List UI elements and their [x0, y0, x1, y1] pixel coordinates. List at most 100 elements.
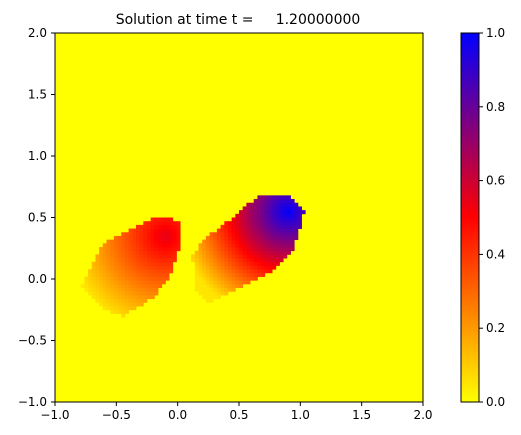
heatmap-cell: [283, 206, 288, 211]
heatmap-cell: [235, 247, 240, 252]
heatmap-cell: [224, 239, 229, 244]
heatmap-cell: [154, 261, 159, 266]
heatmap-cells: [80, 195, 306, 318]
heatmap-cell: [113, 306, 118, 311]
heatmap-cell: [216, 228, 221, 233]
heatmap-cell: [135, 235, 141, 241]
heatmap-cell: [294, 224, 299, 229]
chart-title: Solution at time t = 1.20000000: [116, 12, 361, 28]
heatmap-cell: [279, 202, 284, 207]
heatmap-cell: [290, 235, 295, 241]
heatmap-cell: [220, 287, 225, 292]
heatmap-cell: [246, 213, 251, 218]
heatmap-cell: [275, 239, 280, 244]
colorbar-gradient: [460, 32, 480, 403]
heatmap-cell: [150, 269, 155, 274]
heatmap-cell: [147, 294, 152, 300]
heatmap-cell: [191, 254, 196, 259]
heatmap-cell: [205, 258, 210, 263]
heatmap-cell: [294, 221, 299, 226]
heatmap-cell: [113, 269, 118, 274]
heatmap-cell: [143, 239, 148, 244]
heatmap-cell: [220, 254, 225, 259]
heatmap-cell: [161, 232, 166, 237]
heatmap-cell: [261, 224, 266, 229]
heatmap-cell: [128, 250, 133, 255]
heatmap-cell: [272, 261, 277, 266]
heatmap-cell: [106, 298, 111, 303]
heatmap-cell: [261, 213, 266, 218]
heatmap-cell: [290, 221, 295, 226]
heatmap-cell: [110, 294, 115, 300]
heatmap-cell: [198, 261, 203, 266]
heatmap-cell: [279, 221, 284, 226]
heatmap-cell: [128, 302, 133, 307]
heatmap-cell: [209, 250, 214, 255]
heatmap-cell: [246, 269, 251, 274]
heatmap-cell: [91, 265, 96, 270]
heatmap-cell: [172, 250, 177, 255]
heatmap-cell: [279, 228, 284, 233]
heatmap-cell: [95, 276, 100, 281]
heatmap-cell: [150, 280, 155, 285]
heatmap-cell: [172, 228, 177, 233]
heatmap-cell: [154, 283, 159, 289]
heatmap-cell: [143, 287, 148, 292]
heatmap-cell: [176, 239, 181, 244]
heatmap-cell: [268, 210, 273, 215]
heatmap-cell: [198, 247, 203, 252]
heatmap-cell: [135, 276, 141, 281]
heatmap-cell: [135, 298, 141, 303]
heatmap-cell: [242, 210, 247, 215]
heatmap-cell: [124, 287, 129, 292]
heatmap-cell: [202, 258, 207, 263]
heatmap-cell: [227, 254, 233, 259]
heatmap-cell: [158, 254, 163, 259]
heatmap-cell: [88, 291, 93, 296]
heatmap-cell: [264, 269, 269, 274]
heatmap-cell: [261, 254, 266, 259]
heatmap-cell: [235, 265, 240, 270]
x-tick-label: 1.0: [291, 408, 310, 422]
heatmap-cell: [150, 258, 155, 263]
heatmap-cell: [154, 239, 159, 244]
heatmap-cell: [272, 235, 277, 241]
heatmap-cell: [165, 254, 170, 259]
heatmap-cell: [169, 239, 174, 244]
heatmap-cell: [124, 258, 129, 263]
heatmap-cell: [121, 294, 126, 300]
heatmap-cell: [227, 261, 233, 266]
heatmap-cell: [290, 232, 295, 237]
heatmap-cell: [158, 265, 163, 270]
heatmap-cell: [165, 269, 170, 274]
heatmap-cell: [99, 291, 104, 296]
heatmap-cell: [106, 254, 111, 259]
heatmap-cell: [220, 265, 225, 270]
heatmap-cell: [253, 228, 258, 233]
heatmap-cell: [176, 228, 181, 233]
heatmap-cell: [250, 276, 255, 281]
heatmap-cell: [231, 221, 236, 226]
colorbar-tick-label: 0.0: [486, 395, 505, 409]
heatmap-cell: [242, 254, 247, 259]
heatmap-cell: [158, 232, 163, 237]
heatmap-cell: [132, 283, 137, 289]
heatmap-cell: [242, 213, 247, 218]
heatmap-cell: [253, 221, 258, 226]
heatmap-cell: [286, 210, 291, 215]
heatmap-cell: [113, 302, 118, 307]
heatmap-cell: [224, 243, 229, 248]
heatmap-cell: [128, 235, 133, 241]
heatmap-cell: [264, 232, 269, 237]
heatmap-cell: [124, 265, 129, 270]
heatmap-cell: [275, 261, 280, 266]
heatmap-cell: [176, 221, 181, 226]
heatmap-cell: [194, 261, 199, 266]
heatmap-cell: [272, 199, 277, 204]
heatmap-cell: [194, 287, 199, 292]
heatmap-cell: [209, 254, 214, 259]
heatmap-cell: [272, 232, 277, 237]
heatmap-cell: [250, 247, 255, 252]
heatmap-cell: [290, 213, 295, 218]
heatmap-cell: [205, 235, 210, 241]
